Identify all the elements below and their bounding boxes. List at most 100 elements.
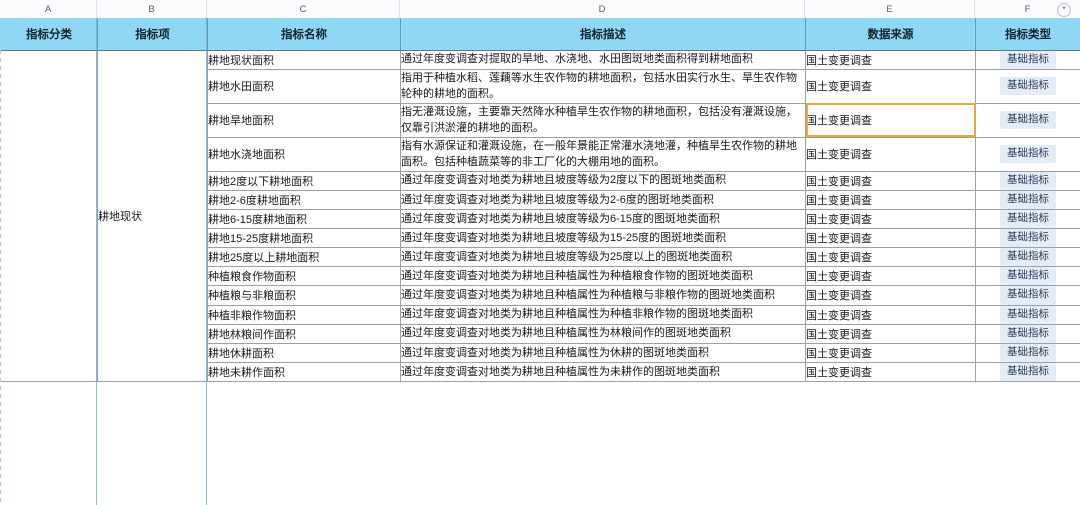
cell-indicator-type[interactable]: 基础指标	[975, 305, 1080, 325]
cell-indicator-name[interactable]: 种植粮食作物面积	[207, 266, 401, 287]
cell-indicator-name[interactable]: 耕地15-25度耕地面积	[207, 228, 401, 249]
cell-indicator-name[interactable]: 耕地水浇地面积	[207, 137, 401, 172]
cell-indicator-name[interactable]: 耕地旱地面积	[207, 103, 401, 138]
table-row[interactable]: 耕地6-15度耕地面积 通过年度变调查对地类为耕地且坡度等级为6-15度的图斑地类…	[1, 209, 1080, 230]
table-row[interactable]: 耕地2度以下耕地面积 通过年度变调查对地类为耕地且坡度等级为2度以下的图斑地类面积…	[1, 171, 1080, 191]
cell-indicator-name[interactable]: 耕地现状面积	[207, 50, 401, 70]
cell-data-source[interactable]: 国土变更调查	[805, 103, 976, 138]
cell-indicator-description[interactable]: 通过年度变调查对地类为耕地且种植属性为种植粮食作物的图斑地类面积	[400, 266, 806, 287]
cell-indicator-type[interactable]: 基础指标	[975, 137, 1080, 172]
cell-data-source[interactable]: 国土变更调查	[805, 190, 976, 210]
cell-indicator-type[interactable]: 基础指标	[975, 228, 1080, 249]
description-text: 通过年度变调查对地类为耕地且坡度等级为2-6度的图斑地类面积	[401, 193, 714, 206]
status-badge: 基础指标	[1000, 324, 1056, 343]
cell-indicator-type[interactable]: 基础指标	[975, 362, 1080, 383]
header-cell-item[interactable]: 指标项	[97, 18, 208, 51]
cell-indicator-type[interactable]: 基础指标	[975, 171, 1080, 191]
header-cell-name[interactable]: 指标名称	[207, 18, 401, 51]
cell-data-source[interactable]: 国土变更调查	[805, 228, 976, 249]
cell-indicator-name[interactable]: 耕地25度以上耕地面积	[207, 247, 401, 268]
cell-category[interactable]	[0, 50, 98, 382]
header-cell-category[interactable]: 指标分类	[0, 18, 98, 51]
chevron-down-circle-icon[interactable]: ▾	[1057, 3, 1071, 17]
table-row[interactable]: 种植粮食作物面积 通过年度变调查对地类为耕地且种植属性为种植粮食作物的图斑地类面积…	[1, 266, 1080, 287]
table-row[interactable]: 耕地未耕作面积 通过年度变调查对地类为耕地且种植属性为未耕作的图斑地类面积 国土变更…	[1, 362, 1080, 383]
cell-indicator-name[interactable]: 种植粮与非粮面积	[207, 285, 401, 306]
table-row[interactable]: 耕地现状 耕地现状面积 通过年度变调查对提取的旱地、水浇地、水田图斑地类面积得到耕地…	[0, 50, 1080, 382]
cell-data-source[interactable]: 国土变更调查	[805, 285, 976, 306]
column-header-strip: A B C D E F ▾	[0, 0, 1080, 18]
column-letter-c[interactable]: C	[207, 0, 400, 18]
table-row[interactable]: 种植非粮作物面积 通过年度变调查对地类为耕地且种植属性为种植非粮作物的图斑地类面积…	[1, 305, 1080, 325]
table-row[interactable]: 耕地25度以上耕地面积 通过年度变调查对地类为耕地且坡度等级为25度以上的图斑地类…	[1, 247, 1080, 268]
cell-data-source[interactable]: 国土变更调查	[805, 324, 976, 344]
cell-data-source[interactable]: 国土变更调查	[805, 209, 976, 230]
cell-indicator-name[interactable]: 耕地休耕面积	[207, 343, 401, 363]
cell-indicator-type[interactable]: 基础指标	[975, 343, 1080, 363]
cell-data-source[interactable]: 国土变更调查	[805, 69, 976, 104]
cell-indicator-description[interactable]: 指有水源保证和灌溉设施，在一般年景能正常灌水浇地灌，种植旱生农作物的耕地面积。包…	[400, 137, 806, 172]
indicator-table: 指标分类 指标项 指标名称 指标描述 数据来源 指标类型 耕地现状 耕地现状面积通…	[0, 18, 1080, 383]
table-row[interactable]: 耕地水田面积 指用于种植水稻、莲藕等水生农作物的耕地面积，包括水田实行水生、旱生农…	[1, 69, 1080, 104]
cell-indicator-description[interactable]: 通过年度变调查对地类为耕地且坡度等级为2度以下的图斑地类面积	[400, 171, 806, 191]
status-badge: 基础指标	[1000, 209, 1056, 228]
column-letter-d[interactable]: D	[400, 0, 805, 18]
cell-indicator-type[interactable]: 基础指标	[975, 285, 1080, 306]
header-cell-type[interactable]: 指标类型	[975, 18, 1080, 51]
cell-item[interactable]: 耕地现状	[97, 50, 208, 382]
column-letter-b[interactable]: B	[97, 0, 207, 18]
table-row[interactable]: 耕地2-6度耕地面积 通过年度变调查对地类为耕地且坡度等级为2-6度的图斑地类面积…	[1, 190, 1080, 210]
column-letter-e[interactable]: E	[805, 0, 975, 18]
cell-data-source[interactable]: 国土变更调查	[805, 247, 976, 268]
cell-indicator-type[interactable]: 基础指标	[975, 69, 1080, 104]
cell-indicator-description[interactable]: 通过年度变调查对地类为耕地且种植属性为种植粮与非粮作物的图斑地类面积	[400, 285, 806, 306]
cell-indicator-type[interactable]: 基础指标	[975, 247, 1080, 268]
cell-indicator-type[interactable]: 基础指标	[975, 209, 1080, 230]
cell-indicator-description[interactable]: 通过年度变调查对地类为耕地且种植属性为未耕作的图斑地类面积	[400, 362, 806, 383]
cell-indicator-description[interactable]: 通过年度变调查对地类为耕地且坡度等级为15-25度的图斑地类面积	[400, 228, 806, 249]
status-badge: 基础指标	[1000, 286, 1056, 305]
cell-data-source[interactable]: 国土变更调查	[805, 266, 976, 287]
header-cell-description[interactable]: 指标描述	[400, 18, 806, 51]
cell-indicator-name[interactable]: 耕地2-6度耕地面积	[207, 190, 401, 210]
cell-indicator-type[interactable]: 基础指标	[975, 190, 1080, 210]
header-cell-source[interactable]: 数据来源	[805, 18, 976, 51]
cell-indicator-description[interactable]: 通过年度变调查对提取的旱地、水浇地、水田图斑地类面积得到耕地面积	[400, 50, 806, 70]
table-row[interactable]: 种植粮与非粮面积 通过年度变调查对地类为耕地且种植属性为种植粮与非粮作物的图斑地类…	[1, 285, 1080, 306]
column-letter-a[interactable]: A	[0, 0, 97, 18]
cell-indicator-name[interactable]: 耕地6-15度耕地面积	[207, 209, 401, 230]
cell-data-source[interactable]: 国土变更调查	[805, 137, 976, 172]
table-row[interactable]: 耕地旱地面积 指无灌溉设施，主要靠天然降水种植旱生农作物的耕地面积，包括没有灌溉设…	[1, 103, 1080, 138]
cell-data-source[interactable]: 国土变更调查	[805, 50, 976, 70]
table-row[interactable]: 耕地休耕面积 通过年度变调查对地类为耕地且种植属性为休耕的图斑地类面积 国土变更调查…	[1, 343, 1080, 363]
cell-indicator-type[interactable]: 基础指标	[975, 324, 1080, 344]
cell-indicator-description[interactable]: 通过年度变调查对地类为耕地且坡度等级为6-15度的图斑地类面积	[400, 209, 806, 230]
table-row[interactable]: 耕地林粮间作面积 通过年度变调查对地类为耕地且种植属性为林粮间作的图斑地类面积 国土…	[1, 324, 1080, 344]
cell-indicator-type[interactable]: 基础指标	[975, 103, 1080, 138]
column-letter-f[interactable]: F	[975, 0, 1080, 18]
table-row[interactable]: 耕地水浇地面积 指有水源保证和灌溉设施，在一般年景能正常灌水浇地灌，种植旱生农作物…	[1, 137, 1080, 172]
table-row[interactable]: 耕地15-25度耕地面积 通过年度变调查对地类为耕地且坡度等级为15-25度的图斑…	[1, 228, 1080, 249]
cell-data-source[interactable]: 国土变更调查	[805, 343, 976, 363]
cell-data-source[interactable]: 国土变更调查	[805, 305, 976, 325]
cell-indicator-description[interactable]: 指用于种植水稻、莲藕等水生农作物的耕地面积，包括水田实行水生、旱生农作物轮种的耕…	[400, 69, 806, 104]
cell-indicator-name[interactable]: 耕地林粮间作面积	[207, 324, 401, 344]
cell-indicator-description[interactable]: 通过年度变调查对地类为耕地且种植属性为林粮间作的图斑地类面积	[400, 324, 806, 344]
description-text: 通过年度变调查对地类为耕地且坡度等级为2度以下的图斑地类面积	[401, 174, 727, 187]
cell-data-source[interactable]: 国土变更调查	[805, 362, 976, 383]
cell-indicator-type[interactable]: 基础指标	[975, 50, 1080, 70]
cell-indicator-name[interactable]: 耕地2度以下耕地面积	[207, 171, 401, 191]
status-badge: 基础指标	[1000, 267, 1056, 286]
cell-indicator-type[interactable]: 基础指标	[975, 266, 1080, 287]
cell-indicator-name[interactable]: 耕地水田面积	[207, 69, 401, 104]
cell-indicator-description[interactable]: 通过年度变调查对地类为耕地且种植属性为休耕的图斑地类面积	[400, 343, 806, 363]
cell-indicator-description[interactable]: 指无灌溉设施，主要靠天然降水种植旱生农作物的耕地面积，包括没有灌溉设施，仅靠引洪…	[400, 103, 806, 138]
cell-indicator-name[interactable]: 耕地未耕作面积	[207, 362, 401, 383]
cell-data-source[interactable]: 国土变更调查	[805, 171, 976, 191]
cell-indicator-name[interactable]: 种植非粮作物面积	[207, 305, 401, 325]
cell-indicator-description[interactable]: 通过年度变调查对地类为耕地且种植属性为种植非粮作物的图斑地类面积	[400, 305, 806, 325]
cell-indicator-description[interactable]: 通过年度变调查对地类为耕地且坡度等级为2-6度的图斑地类面积	[400, 190, 806, 210]
column-split-b-c	[206, 18, 207, 505]
cell-indicator-description[interactable]: 通过年度变调查对地类为耕地且坡度等级为25度以上的图斑地类面积	[400, 247, 806, 268]
